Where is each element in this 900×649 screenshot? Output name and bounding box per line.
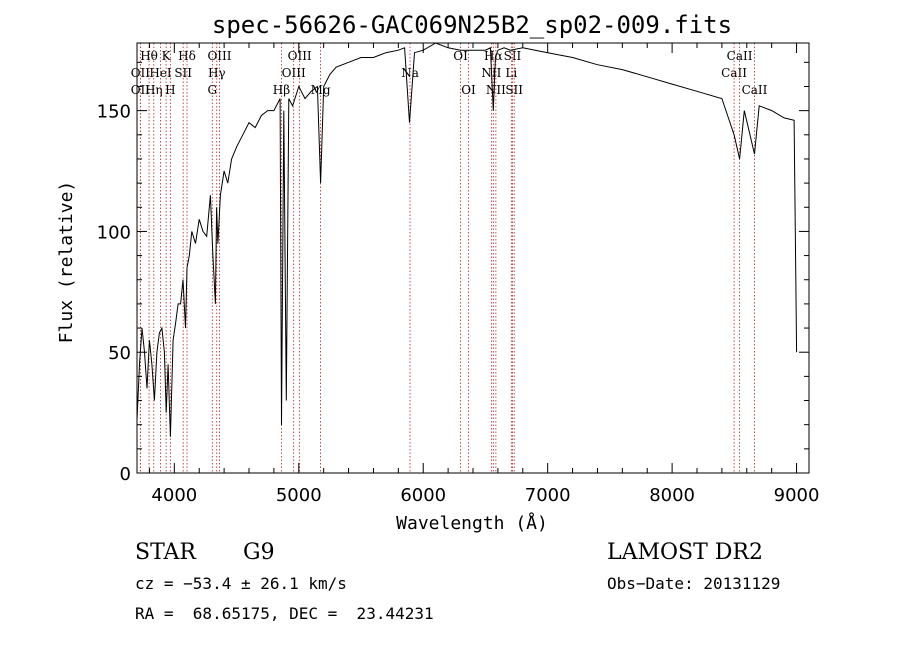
spectral-line-label: OII [131, 66, 151, 80]
spectral-line-label: H [165, 83, 175, 97]
x-tick-label: 9000 [774, 485, 820, 506]
observation-date: Obs−Date: 20131129 [607, 574, 781, 593]
spectral-line-label: OIII [282, 66, 306, 80]
y-axis-label: Flux (relative) [56, 181, 77, 344]
spectral-line-label: Hθ [140, 49, 158, 63]
x-axis-label: Wavelength (Å) [396, 512, 548, 534]
x-tick-label: 7000 [525, 485, 571, 506]
spectral-line-label: Hδ [178, 49, 196, 63]
spectral-line-label: NII [486, 83, 506, 97]
spectral-line-label: OII [131, 83, 151, 97]
spectral-line-label: CaII [742, 83, 768, 97]
spectral-line-label: Hα [484, 49, 503, 63]
spectral-line-label: CaII [721, 66, 747, 80]
spectral-line-label: Hβ [273, 83, 290, 97]
spectral-line-label: HeI [149, 66, 172, 80]
spectral-line-label: Hη [145, 83, 163, 97]
x-tick-label: 4000 [151, 485, 197, 506]
spectral-line-markers: OIIHθOIIHηHeIKHSIIHδGHγOIIIHβOIIIOIIIMgN… [131, 43, 768, 473]
spectral-line-label: SII [505, 83, 523, 97]
redshift-velocity: cz = −53.4 ± 26.1 km/s [135, 574, 347, 593]
spectral-line-label: OIII [207, 49, 231, 63]
x-tick-label: 5000 [276, 485, 322, 506]
spectral-line-label: G [207, 83, 217, 97]
x-tick-label: 6000 [400, 485, 446, 506]
plot-frame [136, 42, 810, 474]
y-tick-label: 50 [108, 343, 131, 364]
spectral-line-label: CaII [727, 49, 753, 63]
spectral-line-label: OI [453, 49, 468, 63]
spectral-line-label: Li [505, 66, 517, 80]
spectral-line-label: OIII [288, 49, 312, 63]
spectral-line-label: Na [401, 66, 419, 80]
object-class: STAR [135, 540, 196, 565]
spectral-line-label: SII [504, 49, 522, 63]
y-tick-label: 150 [97, 102, 131, 123]
y-tick-label: 0 [120, 464, 131, 485]
axis-ticks: 4000 5000 6000 7000 8000 9000 0 50 100 150 [97, 43, 820, 506]
chart-title: spec-56626-GAC069N25B2_sp02-009.fits [212, 11, 732, 39]
spectral-line-label: Hγ [208, 66, 226, 80]
object-subclass: G9 [243, 540, 275, 565]
spectral-line-label: SII [174, 66, 192, 80]
y-tick-label: 100 [97, 222, 131, 243]
spectrum-series [136, 42, 798, 437]
spectral-line-label: Mg [311, 83, 331, 97]
spectral-line-label: K [162, 49, 172, 63]
survey-name: LAMOST DR2 [607, 540, 763, 565]
sky-coordinates: RA = 68.65175, DEC = 23.44231 [135, 604, 434, 623]
spectral-line-label: OI [461, 83, 476, 97]
spectrum-chart: spec-56626-GAC069N25B2_sp02-009.fits OII… [56, 11, 820, 534]
x-tick-label: 8000 [649, 485, 695, 506]
